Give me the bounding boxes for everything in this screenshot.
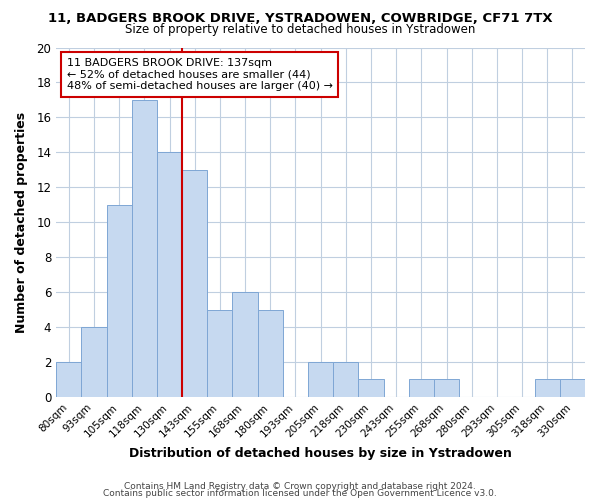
Bar — [535, 380, 560, 397]
Bar — [56, 362, 82, 397]
Text: 11, BADGERS BROOK DRIVE, YSTRADOWEN, COWBRIDGE, CF71 7TX: 11, BADGERS BROOK DRIVE, YSTRADOWEN, COW… — [47, 12, 553, 26]
Text: Contains HM Land Registry data © Crown copyright and database right 2024.: Contains HM Land Registry data © Crown c… — [124, 482, 476, 491]
Bar — [333, 362, 358, 397]
Text: Contains public sector information licensed under the Open Government Licence v3: Contains public sector information licen… — [103, 489, 497, 498]
Bar — [257, 310, 283, 397]
Bar — [560, 380, 585, 397]
Y-axis label: Number of detached properties: Number of detached properties — [15, 112, 28, 333]
Bar — [132, 100, 157, 397]
Bar — [82, 327, 107, 397]
Bar — [182, 170, 207, 397]
Text: 11 BADGERS BROOK DRIVE: 137sqm
← 52% of detached houses are smaller (44)
48% of : 11 BADGERS BROOK DRIVE: 137sqm ← 52% of … — [67, 58, 333, 91]
Bar — [232, 292, 257, 397]
Bar — [107, 205, 132, 397]
Bar — [434, 380, 459, 397]
Text: Size of property relative to detached houses in Ystradowen: Size of property relative to detached ho… — [125, 22, 475, 36]
Bar — [358, 380, 383, 397]
Bar — [207, 310, 232, 397]
X-axis label: Distribution of detached houses by size in Ystradowen: Distribution of detached houses by size … — [129, 447, 512, 460]
Bar — [157, 152, 182, 397]
Bar — [409, 380, 434, 397]
Bar — [308, 362, 333, 397]
